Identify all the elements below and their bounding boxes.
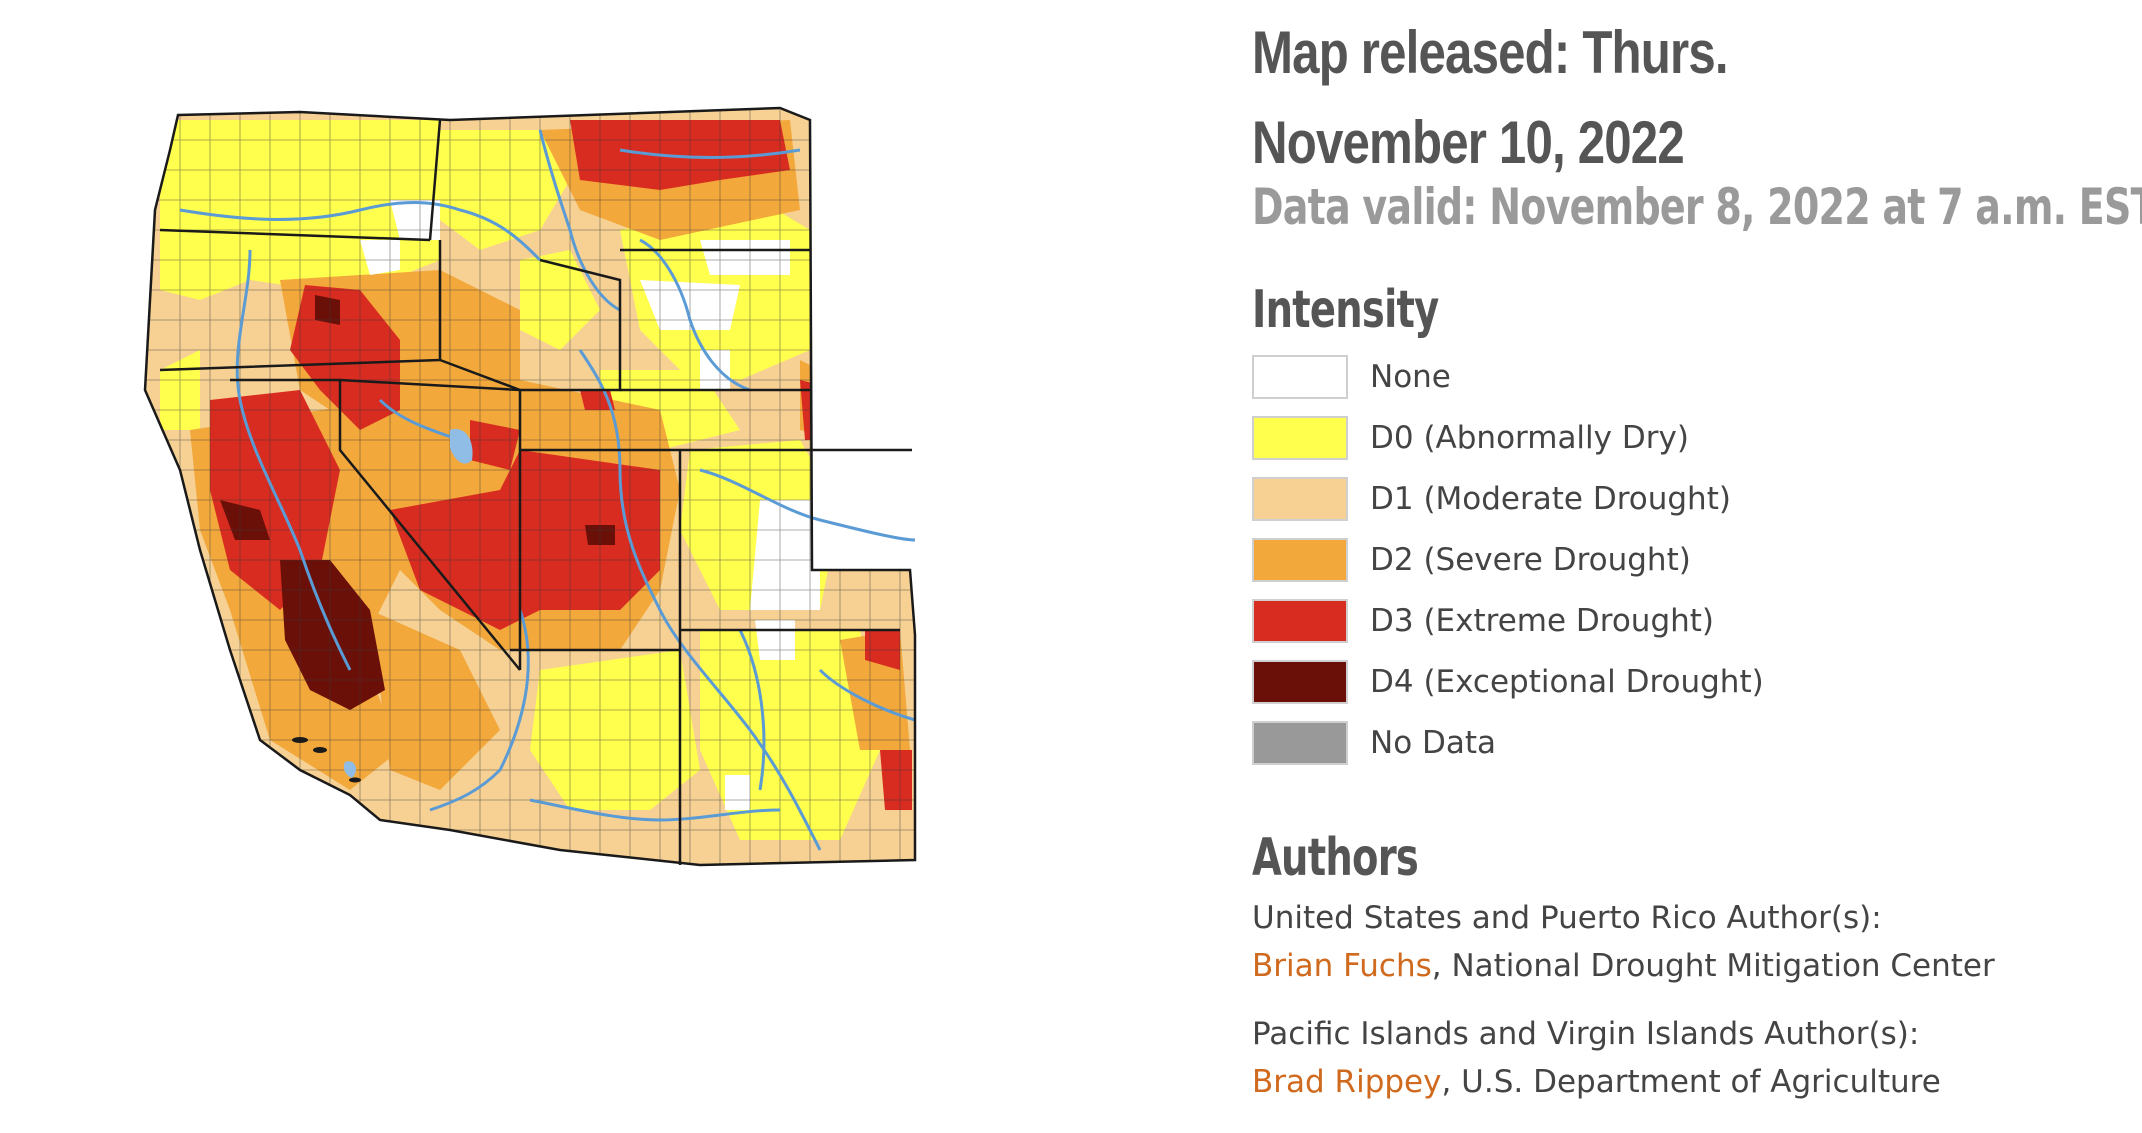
- legend-swatch-none: [1252, 354, 1348, 399]
- legend-swatch-d3: [1252, 598, 1348, 643]
- d3-montana: [570, 120, 790, 190]
- drought-map-svg: [143, 106, 917, 867]
- none-new-mexico-south: [725, 775, 750, 810]
- legend-label-d0: D0 (Abnormally Dry): [1370, 419, 1689, 456]
- legend-label-d2: D2 (Severe Drought): [1370, 541, 1691, 578]
- legend-row-d3: D3 (Extreme Drought): [1252, 590, 1764, 651]
- legend-row-d2: D2 (Severe Drought): [1252, 529, 1764, 590]
- d0-north-idaho: [430, 130, 570, 250]
- intensity-heading: Intensity: [1252, 280, 1439, 340]
- pi-author-org: , U.S. Department of Agriculture: [1441, 1064, 1941, 1100]
- legend-swatch-d1: [1252, 476, 1348, 521]
- legend-swatch-d0: [1252, 415, 1348, 460]
- legend-label-no-data: No Data: [1370, 724, 1497, 761]
- none-wyoming-south: [700, 350, 730, 390]
- channel-islands: [292, 737, 361, 783]
- us-author-line: Brian Fuchs, National Drought Mitigation…: [1252, 942, 2132, 990]
- legend-row-no-data: No Data: [1252, 712, 1764, 773]
- d3-new-mexico-east: [880, 750, 912, 810]
- legend-row-d4: D4 (Exceptional Drought): [1252, 651, 1764, 712]
- us-authors-label: United States and Puerto Rico Author(s):: [1252, 900, 1882, 936]
- legend-label-none: None: [1370, 358, 1451, 395]
- author-link-brian-fuchs[interactable]: Brian Fuchs: [1252, 948, 1432, 984]
- legend-row-d1: D1 (Moderate Drought): [1252, 468, 1764, 529]
- legend-row-d0: D0 (Abnormally Dry): [1252, 407, 1764, 468]
- map-released-title: Map released: Thurs. November 10, 2022: [1252, 19, 1729, 176]
- drought-map: [100, 50, 1180, 1130]
- pi-authors-label: Pacific Islands and Virgin Islands Autho…: [1252, 1016, 1920, 1052]
- none-wyoming-north: [700, 240, 790, 275]
- pi-author-line: Brad Rippey, U.S. Department of Agricult…: [1252, 1058, 2132, 1106]
- authors-heading: Authors: [1252, 828, 1419, 888]
- d0-arizona: [530, 650, 700, 810]
- author-link-brad-rippey[interactable]: Brad Rippey: [1252, 1064, 1442, 1100]
- legend-swatch-d4: [1252, 659, 1348, 704]
- legend-swatch-d2: [1252, 537, 1348, 582]
- legend-swatch-no-data: [1252, 720, 1348, 765]
- legend-label-d4: D4 (Exceptional Drought): [1370, 663, 1764, 700]
- legend-label-d3: D3 (Extreme Drought): [1370, 602, 1715, 639]
- intensity-legend: None D0 (Abnormally Dry) D1 (Moderate Dr…: [1252, 346, 1764, 773]
- legend-row-none: None: [1252, 346, 1764, 407]
- d3-nevada-utah: [390, 450, 660, 630]
- d4-oregon: [315, 295, 340, 325]
- great-salt-lake: [450, 429, 473, 464]
- none-colorado: [750, 500, 820, 610]
- d3-nevada-spot: [470, 420, 520, 470]
- d3-colorado-northeast: [860, 440, 915, 480]
- d3-oregon: [290, 285, 400, 430]
- salton-sea: [343, 761, 356, 778]
- info-panel: Map released: Thurs. November 10, 2022 D…: [1252, 0, 2142, 1133]
- us-author-org: , National Drought Mitigation Center: [1431, 948, 1995, 984]
- legend-label-d1: D1 (Moderate Drought): [1370, 480, 1731, 517]
- d2-southern-nevada: [370, 610, 500, 790]
- state-borders: [143, 106, 917, 867]
- data-valid-subtitle: Data valid: November 8, 2022 at 7 a.m. E…: [1252, 178, 2142, 236]
- none-new-mexico: [755, 620, 795, 660]
- authors-block: United States and Puerto Rico Author(s):…: [1252, 894, 2132, 1106]
- d2-colorado-east: [820, 440, 915, 570]
